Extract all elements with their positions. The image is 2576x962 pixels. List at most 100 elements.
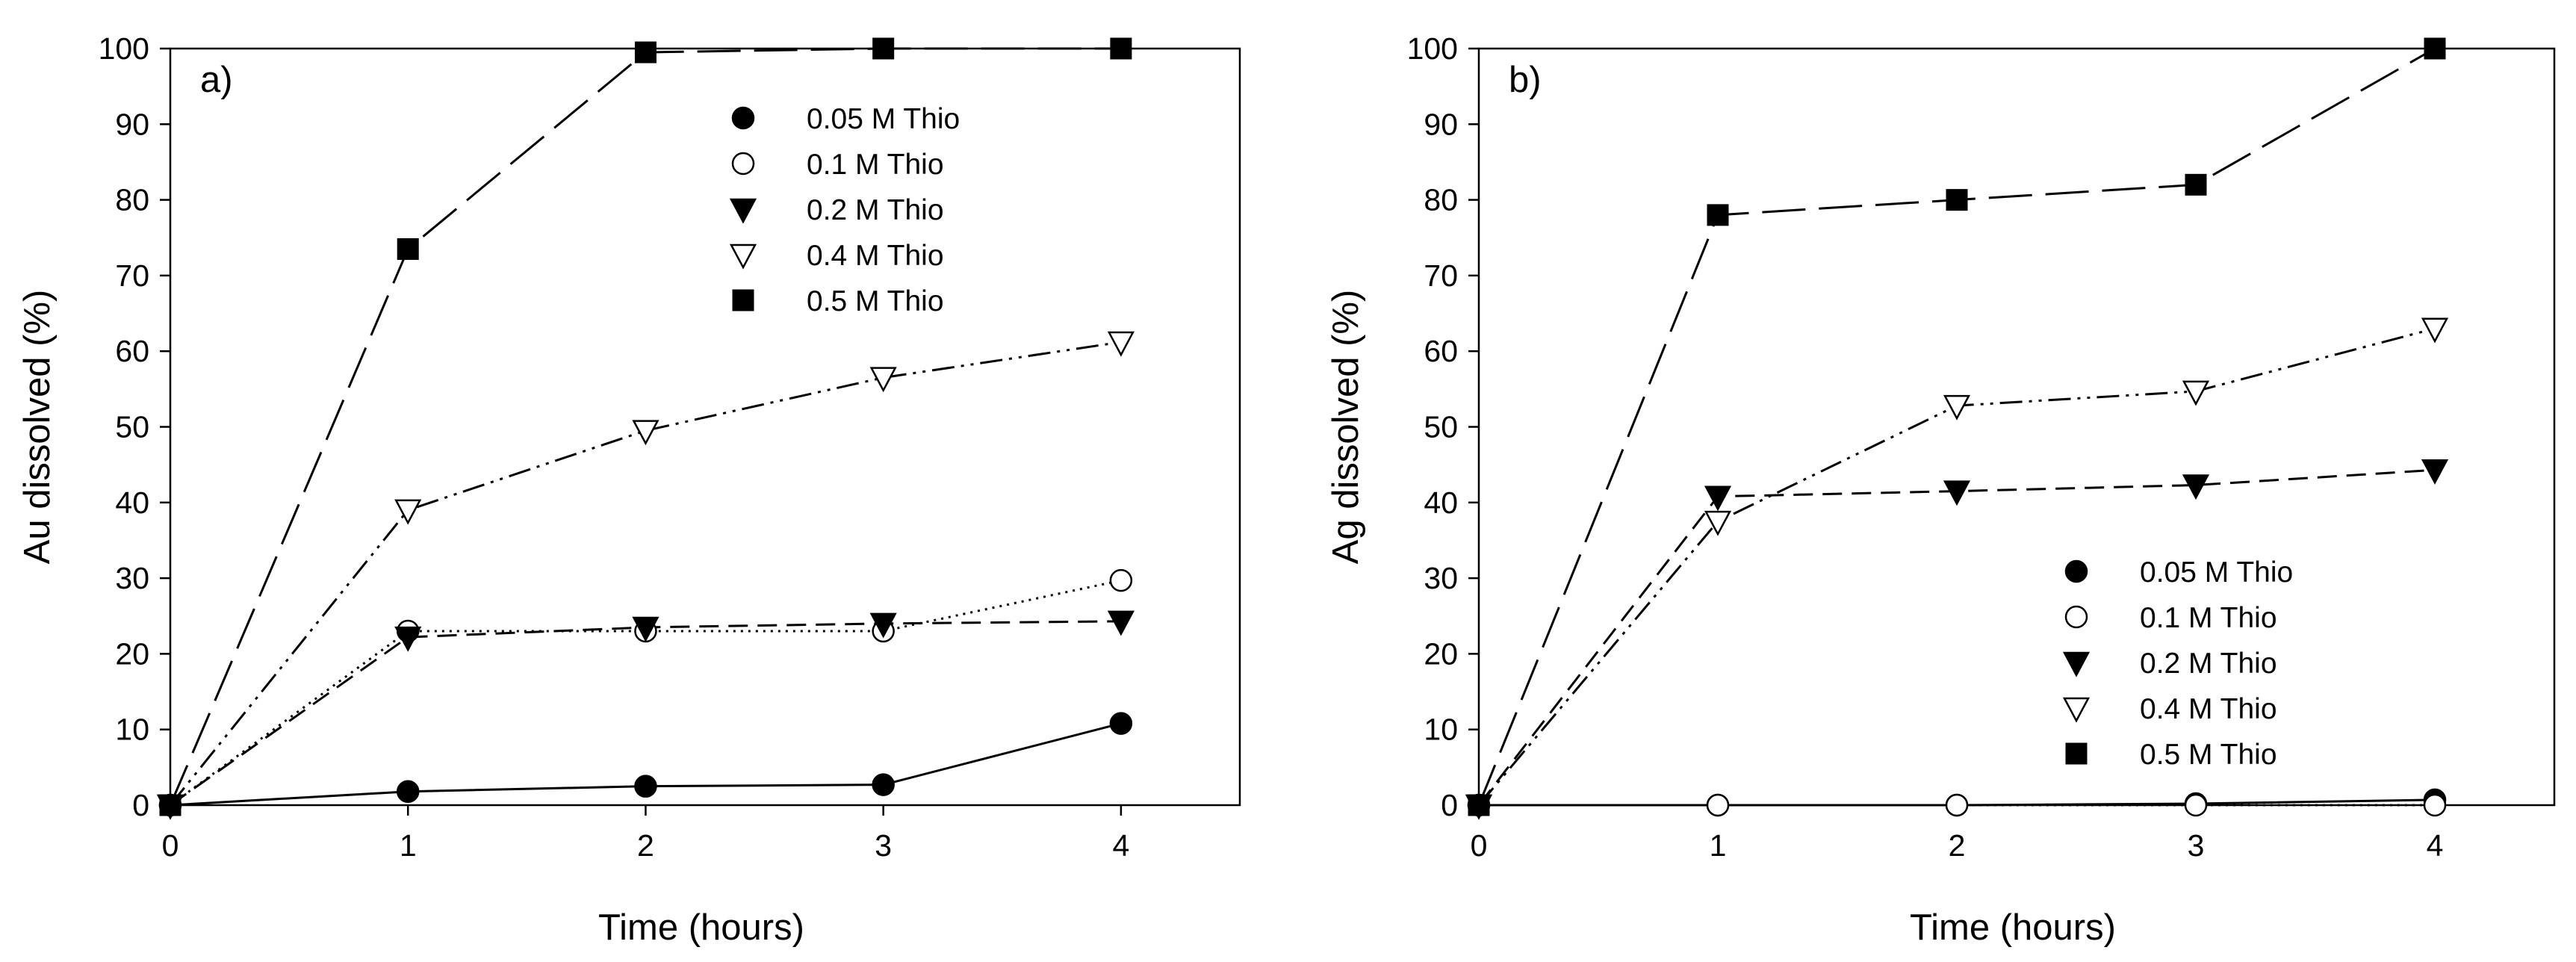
y-axis-title: Au dissolved (%) — [17, 290, 58, 565]
legend-marker — [2062, 697, 2091, 723]
legend-label: 0.5 M Thio — [2140, 739, 2277, 771]
y-tick-label: 40 — [115, 485, 149, 520]
y-tick-label: 60 — [115, 334, 149, 368]
data-point-0-4-m-thio — [1943, 394, 1971, 421]
plot-frame — [1477, 47, 2556, 807]
y-tick-label: 80 — [1424, 183, 1458, 217]
data-point-0-5-m-thio — [2185, 173, 2207, 196]
y-tick-label: 10 — [1424, 713, 1458, 747]
legend-marker — [2065, 742, 2088, 765]
legend: 0.05 M Thio 0.1 M Thio 0.2 M Thio 0.4 M Thi… — [2062, 556, 2293, 771]
data-point-0-4-m-thio — [2182, 380, 2210, 406]
data-point-0-5-m-thio — [1707, 204, 1729, 226]
data-point-0-2-m-thio — [1107, 610, 1135, 636]
y-tick-label: 10 — [115, 713, 149, 747]
data-point-0-5-m-thio — [1468, 794, 1490, 816]
plot-frame — [169, 47, 1241, 807]
x-tick-label: 1 — [1710, 828, 1727, 863]
data-point-0-05-m-thio — [872, 773, 895, 796]
legend-marker — [729, 198, 757, 224]
y-tick-label: 0 — [132, 788, 149, 822]
x-tick-label: 1 — [400, 828, 417, 863]
data-point-0-05-m-thio — [396, 780, 420, 804]
data-point-0-5-m-thio — [2424, 37, 2446, 60]
x-tick-label: 3 — [875, 828, 892, 863]
data-point-0-2-m-thio — [1943, 480, 1971, 506]
legend-marker — [2064, 605, 2088, 629]
legend-label: 0.2 M Thio — [2140, 648, 2277, 680]
x-tick-label: 0 — [162, 828, 179, 863]
x-axis-title: Time (hours) — [1910, 907, 2116, 948]
legend-marker — [2062, 651, 2091, 677]
data-point-0-2-m-thio — [869, 612, 897, 639]
y-tick-label: 50 — [1424, 410, 1458, 444]
data-point-0-5-m-thio — [634, 41, 657, 63]
data-point-0-4-m-thio — [394, 499, 422, 525]
legend: 0.05 M Thio 0.1 M Thio 0.2 M Thio 0.4 M Thi… — [729, 103, 960, 317]
legend-marker — [732, 289, 754, 311]
data-point-0-5-m-thio — [872, 37, 895, 60]
legend-marker — [729, 243, 757, 270]
series-line-0-2-m-thio — [1477, 468, 2436, 806]
y-tick-label: 100 — [1407, 31, 1458, 66]
y-tick-label: 20 — [115, 636, 149, 671]
legend-label: 0.1 M Thio — [807, 149, 944, 181]
legend-marker — [731, 152, 755, 176]
legend-marker — [731, 106, 755, 130]
y-tick-label: 50 — [115, 410, 149, 444]
legend-label: 0.2 M Thio — [807, 194, 944, 226]
data-point-0-5-m-thio — [397, 238, 419, 260]
series-line-0-1-m-thio — [170, 579, 1122, 807]
legend-label: 0.1 M Thio — [2140, 602, 2277, 634]
chart-panel-b: 0 10 20 30 40 50 60 70 80 90 100 0 1 2 3 4 Time (hours) A… — [1326, 31, 2556, 948]
x-tick-label: 4 — [2427, 828, 2444, 863]
y-tick-label: 100 — [99, 31, 149, 66]
y-tick-label: 60 — [1424, 334, 1458, 368]
data-point-0-4-m-thio — [869, 367, 897, 393]
panel-label: a) — [200, 60, 233, 100]
data-point-0-2-m-thio — [2421, 459, 2449, 485]
y-tick-label: 40 — [1424, 485, 1458, 520]
data-point-0-1-m-thio — [1945, 793, 1969, 817]
y-tick-label: 30 — [115, 561, 149, 595]
data-point-0-1-m-thio — [2184, 793, 2208, 817]
x-tick-label: 0 — [1471, 828, 1488, 863]
data-point-0-4-m-thio — [1107, 331, 1135, 357]
data-point-0-5-m-thio — [1110, 37, 1132, 60]
data-point-0-4-m-thio — [632, 420, 659, 446]
y-tick-label: 80 — [115, 183, 149, 217]
data-point-0-2-m-thio — [1704, 485, 1732, 512]
data-point-0-5-m-thio — [159, 794, 181, 816]
legend-label: 0.5 M Thio — [807, 285, 944, 317]
series-line-0-5-m-thio — [1477, 47, 2436, 806]
series-line-0-4-m-thio — [169, 341, 1122, 806]
data-point-0-1-m-thio — [1706, 793, 1730, 817]
x-axis-title: Time (hours) — [598, 907, 804, 948]
chart-panel-a: 0 10 20 30 40 50 60 70 80 90 100 0 1 2 3 4 Time (hours) A… — [17, 31, 1241, 948]
y-tick-label: 90 — [115, 107, 149, 141]
legend-label: 0.4 M Thio — [2140, 693, 2277, 725]
y-tick-label: 70 — [115, 258, 149, 293]
data-point-0-4-m-thio — [1704, 510, 1732, 536]
data-point-0-4-m-thio — [2421, 317, 2449, 344]
data-point-0-2-m-thio — [394, 626, 422, 652]
y-axis-title: Ag dissolved (%) — [1326, 290, 1366, 565]
data-point-0-05-m-thio — [1109, 712, 1133, 735]
x-tick-label: 3 — [2188, 828, 2205, 863]
y-tick-label: 30 — [1424, 561, 1458, 595]
data-point-0-05-m-thio — [634, 775, 657, 798]
data-point-0-1-m-thio — [2423, 793, 2447, 817]
legend-label: 0.05 M Thio — [2140, 556, 2293, 589]
y-tick-label: 20 — [1424, 636, 1458, 671]
data-point-0-2-m-thio — [2182, 474, 2210, 500]
data-point-0-5-m-thio — [1946, 189, 1968, 211]
panel-label: b) — [1509, 60, 1542, 100]
legend-label: 0.4 M Thio — [807, 240, 944, 272]
data-point-0-2-m-thio — [632, 616, 659, 642]
x-tick-label: 4 — [1112, 828, 1129, 863]
y-tick-label: 90 — [1424, 107, 1458, 141]
legend-marker — [2064, 559, 2088, 583]
y-tick-label: 0 — [1441, 788, 1458, 822]
